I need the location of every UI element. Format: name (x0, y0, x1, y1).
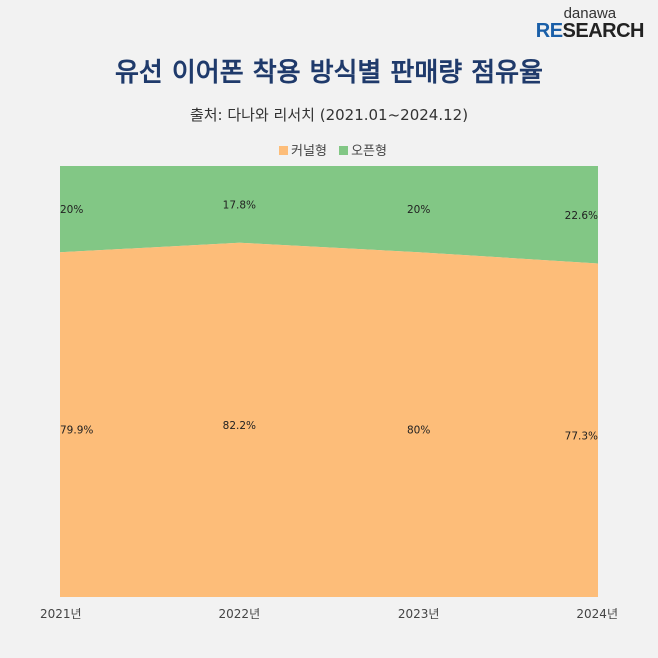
logo-line2: RESEARCH (535, 20, 645, 42)
logo-line1: danawa (563, 5, 617, 22)
logo-search: SEARCH (562, 20, 645, 42)
x-tick-label: 2023년 (398, 607, 440, 621)
x-tick-label: 2022년 (219, 607, 261, 621)
data-label-canal: 79.9% (60, 425, 93, 437)
data-label-open: 20% (60, 204, 83, 216)
data-label-canal: 77.3% (565, 430, 598, 442)
data-label-open: 17.8% (223, 199, 256, 211)
legend-swatch-1 (339, 146, 349, 155)
data-label-open: 20% (407, 204, 430, 216)
x-tick-label: 2021년 (40, 607, 82, 621)
legend-label-0: 커널형 (291, 144, 327, 159)
logo-re: RE (535, 20, 563, 42)
area-커널형 (60, 242, 598, 597)
chart-subtitle: 출처: 다나와 리서치 (2021.01~2024.12) (189, 106, 469, 124)
data-label-open: 22.6% (565, 210, 598, 222)
legend: 커널형 오픈형 (0, 140, 658, 159)
data-label-canal: 82.2% (223, 420, 256, 432)
legend-swatch-0 (279, 146, 289, 155)
chart-title: 유선 이어폰 착용 방식별 판매량 점유율 (115, 58, 543, 88)
area-오픈형 (60, 166, 598, 264)
x-tick-label: 2024년 (576, 607, 618, 621)
danawa-research-logo: danawa RESEARCH (535, 5, 645, 42)
legend-label-1: 오픈형 (351, 144, 387, 159)
data-label-canal: 80% (407, 425, 430, 437)
